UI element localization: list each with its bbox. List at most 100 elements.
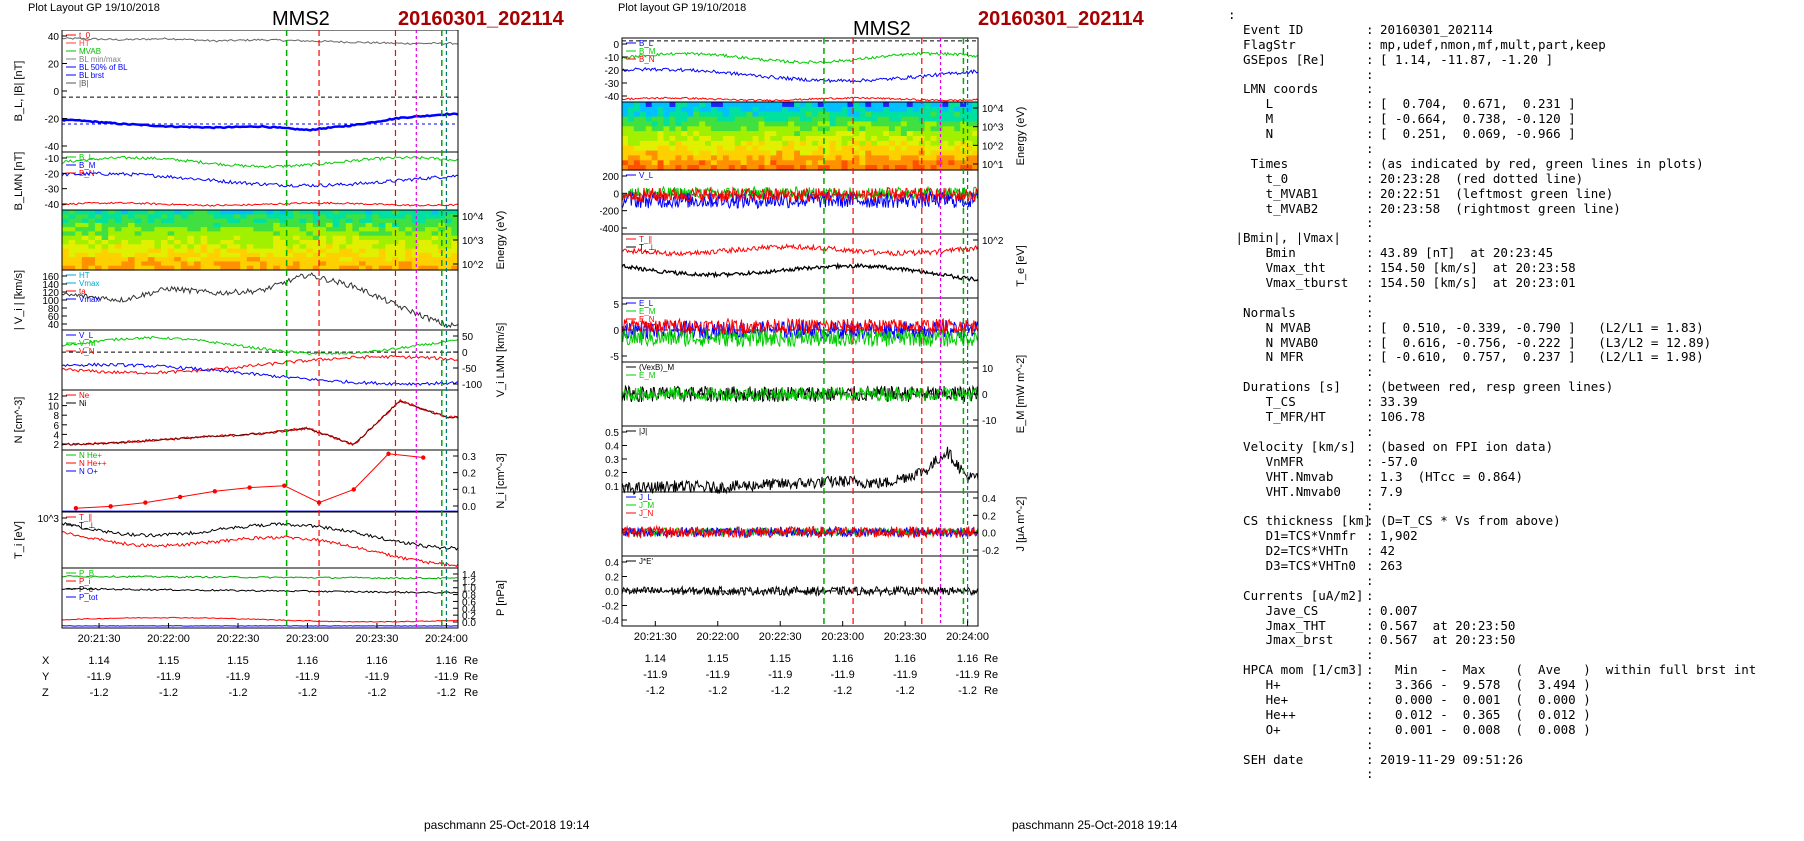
spectrogram-cell: [161, 231, 169, 237]
spectrogram-cell: [758, 160, 765, 166]
legend-entry: MVAB: [79, 47, 101, 56]
spectrogram-cell: [121, 257, 129, 262]
y-tick-label: 0.4: [605, 558, 619, 569]
spectrogram-cell: [187, 214, 195, 220]
spectrogram-cell: [705, 121, 712, 127]
spectrogram-cell: [365, 218, 373, 224]
spectrogram-cell: [960, 111, 967, 118]
spectrogram-cell: [651, 106, 659, 113]
y-tick-label: -40: [605, 92, 620, 103]
spectrogram-cell: [233, 214, 241, 220]
spectrogram-cell: [746, 126, 754, 132]
info-row: Durations [s]: (between red, resp green l…: [1228, 379, 1798, 395]
spectrogram-cell: [128, 210, 136, 215]
spectrogram-cell: [213, 257, 221, 262]
spectrogram-cell: [622, 150, 629, 157]
spectrogram-cell: [81, 248, 89, 254]
spectrogram-cell: [352, 248, 360, 254]
spectrogram-cell: [95, 235, 103, 241]
spectrogram-cell: [877, 150, 884, 157]
spectrogram-cell: [681, 102, 688, 108]
spectrogram-cell: [147, 214, 155, 220]
spectrogram-cell: [326, 252, 334, 258]
spectrogram-cell: [207, 252, 215, 258]
spectrogram-cell: [841, 102, 848, 108]
info-colon: :: [1366, 721, 1374, 737]
spectrogram-cell: [114, 244, 122, 250]
spectrogram-cell: [95, 248, 103, 254]
spectrogram-cell: [699, 116, 706, 123]
spectrogram-cell: [817, 126, 825, 132]
spectrogram-cell: [444, 214, 452, 220]
spectrogram-cell: [912, 160, 920, 166]
spectrogram-cell: [841, 121, 848, 127]
spectrogram-cell: [451, 231, 459, 237]
spectrogram-cell: [776, 145, 783, 152]
spectrogram-cell: [758, 111, 765, 118]
spectrogram-cell: [279, 261, 287, 267]
spectrogram-cell: [75, 252, 83, 258]
spectrogram-cell: [273, 240, 281, 245]
spectrogram-cell: [930, 131, 937, 137]
spectrogram-cell: [180, 265, 188, 271]
spectrogram-cell: [746, 165, 754, 171]
spectrogram-cell: [776, 140, 783, 147]
spectrogram-cell: [722, 102, 730, 108]
spectrogram-cell: [693, 150, 700, 157]
spectrogram-cell: [187, 210, 195, 215]
spectrogram-cell: [716, 145, 724, 152]
spectrogram-cell: [966, 111, 973, 118]
spectrogram-cell: [359, 252, 367, 258]
spectrogram-cell: [161, 214, 169, 220]
spectrogram-cell: [326, 240, 334, 245]
he2-line: [75, 453, 424, 509]
spectrogram-cell: [705, 116, 712, 123]
spectrogram-cell: [924, 126, 932, 132]
legend-entry: HT: [79, 271, 90, 280]
spectrogram-cell: [339, 257, 347, 262]
spectrogram-cell: [722, 155, 730, 161]
spectrogram-cell: [705, 140, 712, 147]
spectrogram-cell: [405, 218, 413, 224]
spectrogram-cell: [817, 131, 825, 137]
spectrogram-cell: [319, 248, 327, 254]
ephem-unit: Re: [984, 685, 998, 697]
spectrogram-cell: [705, 106, 712, 113]
spectrogram-cell: [966, 150, 973, 157]
ephem-value: -1.2: [833, 685, 852, 697]
spectrogram-cell: [972, 145, 979, 152]
spectrogram-cell: [200, 265, 208, 271]
spectrogram-cell: [253, 252, 261, 258]
spectrogram-cell: [883, 145, 890, 152]
spectrogram-cell: [859, 131, 866, 137]
spectrogram-cell: [246, 252, 254, 258]
spectrogram-cell: [800, 155, 807, 161]
spectrogram-cell: [180, 248, 188, 254]
spectrogram-cell: [398, 231, 406, 237]
spectrogram-cell: [161, 261, 169, 267]
spectrogram-cell: [627, 102, 635, 108]
spectrogram-cell: [273, 210, 281, 215]
spectrogram-cell: [889, 160, 896, 166]
spectrogram-cell: [930, 165, 937, 171]
spectrogram-cell: [299, 235, 307, 241]
spectrogram-cell: [740, 131, 748, 137]
spectrogram-cell: [645, 165, 653, 171]
spectrogram-cell: [134, 227, 142, 232]
spectrogram-cell: [378, 248, 386, 254]
spectrogram-cell: [687, 102, 694, 108]
spectrogram-cell: [134, 218, 142, 224]
legend-entry: B_L: [639, 39, 654, 48]
y-tick-label: 0: [613, 189, 619, 200]
spectrogram-cell: [835, 106, 843, 113]
info-key: D3=TCS*VHTn0: [1228, 557, 1356, 573]
y-axis-label: J [μA m^-2]: [1015, 497, 1027, 552]
spectrogram-cell: [699, 160, 706, 166]
spectrogram-cell: [847, 116, 854, 123]
spectrogram-cell: [141, 227, 149, 232]
spectrogram-cell: [68, 240, 76, 245]
info-key: t_0: [1228, 170, 1289, 186]
info-row: :: [1228, 67, 1798, 83]
spectrogram-cell: [711, 145, 718, 152]
